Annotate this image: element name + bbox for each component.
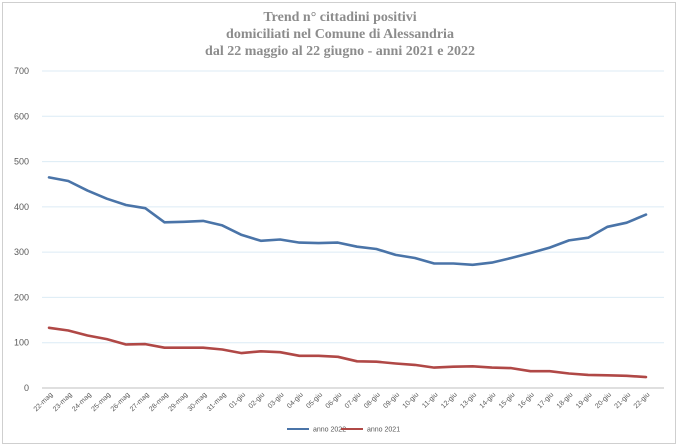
x-tick-label: 11-giu [421,391,439,409]
chart-title-line-1: Trend n° cittadini positivi [263,10,417,25]
y-tick-label: 500 [14,157,29,167]
x-tick-label: 17-giu [536,391,555,410]
y-tick-label: 0 [24,383,29,393]
x-tick-label: 07-giu [344,391,363,410]
y-tick-label: 700 [14,66,29,76]
series-lines [47,176,648,379]
y-tick-label: 100 [14,338,29,348]
x-tick-label: 23-mag [52,391,74,413]
chart-title-line-3: dal 22 maggio al 22 giugno - anni 2021 e… [205,44,475,59]
x-tick-label: 26-mag [110,391,132,413]
x-tick-label: 25-mag [90,391,112,413]
x-tick-label: 27-mag [129,391,151,413]
x-tick-label: 10-giu [402,391,421,410]
y-tick-label: 400 [14,202,29,212]
x-tick-label: 06-giu [325,391,344,410]
x-tick-label: 28-mag [148,391,170,413]
x-tick-label: 16-giu [517,391,536,410]
x-tick-label: 13-giu [459,391,478,410]
chart-frame [2,2,676,444]
x-tick-label: 22-mag [33,391,55,413]
x-tick-label: 24-mag [71,391,93,413]
x-tick-label: 03-giu [267,391,286,410]
y-tick-label: 200 [14,292,29,302]
chart-title-line-2: domiciliati nel Comune di Alessandria [226,27,454,42]
x-tick-label: 01-giu [228,391,247,410]
x-tick-label: 14-giu [479,391,498,410]
x-tick-label: 12-giu [440,391,459,410]
x-tick-label: 08-giu [363,391,382,410]
x-tick-label: 15-giu [498,391,517,410]
legend-label-2: anno 2021 [367,427,400,434]
x-tick-label: 31-mag [206,391,228,413]
x-tick-label: 04-giu [286,391,305,410]
chart-title: Trend n° cittadini positivi domiciliati … [0,9,680,60]
x-tick-label: 22-giu [633,391,652,410]
x-tick-label: 02-giu [248,391,267,410]
gridlines [42,70,664,389]
x-tick-label: 18-giu [556,391,575,410]
x-tick-label: 20-giu [594,391,613,410]
x-tick-label: 29-mag [167,391,189,413]
series-line-2 [47,326,648,379]
y-axis: 0 100 200 300 400 500 600 700 [14,66,29,393]
x-tick-label: 21-giu [613,391,632,410]
y-tick-label: 300 [14,247,29,257]
x-tick-label: 05-giu [305,391,324,410]
x-tick-label: 30-mag [187,391,209,413]
x-tick-label: 09-giu [382,391,401,410]
legend: anno 2022 anno 2021 [287,427,400,434]
x-tick-label: 19-giu [575,391,594,410]
legend-label-1: anno 2022 [313,427,346,434]
y-tick-label: 600 [14,111,29,121]
series-line-1 [47,176,648,267]
x-axis: 22-mag23-mag24-mag25-mag26-mag27-mag28-m… [33,391,652,413]
